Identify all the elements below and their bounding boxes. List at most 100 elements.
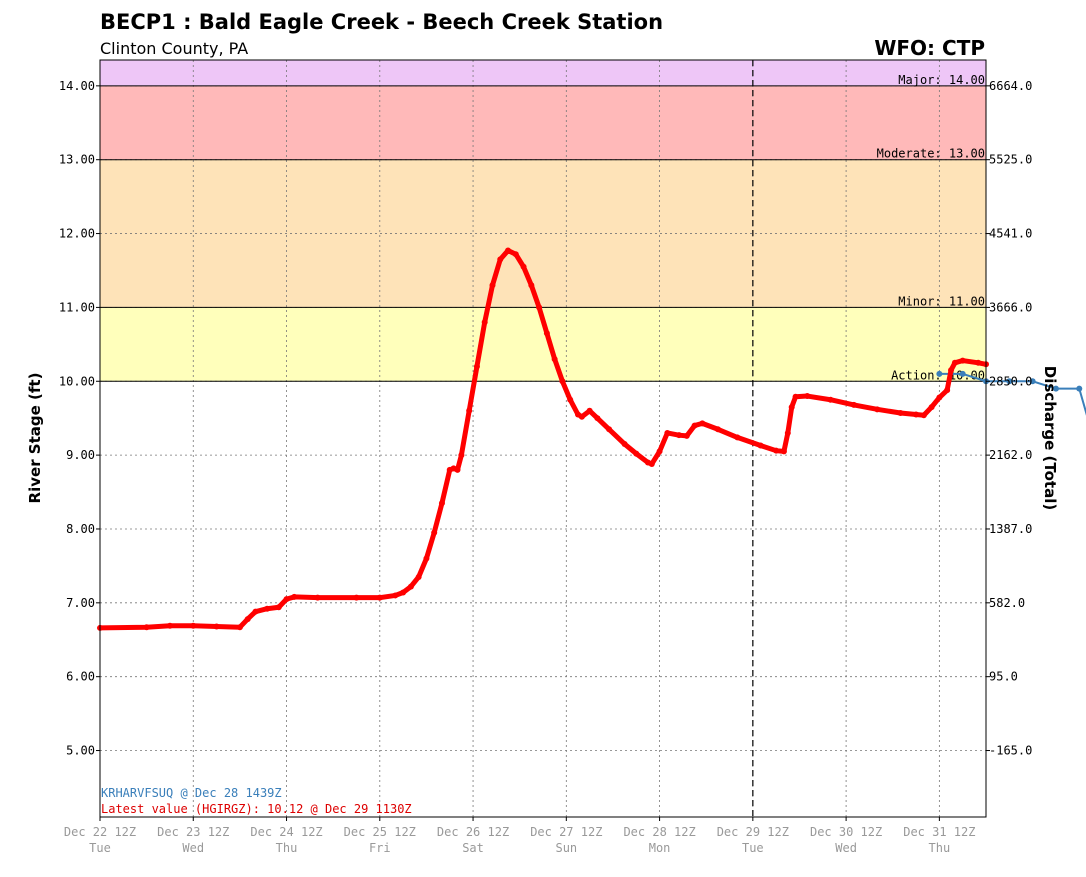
observed-point xyxy=(827,396,834,403)
y2-tick-label: -165.0 xyxy=(989,744,1032,758)
observed-point xyxy=(275,604,282,611)
observed-point xyxy=(948,367,955,374)
observed-point xyxy=(714,426,721,433)
forecast-issued-label: KRHARVFSUQ @ Dec 28 1439Z xyxy=(101,786,282,800)
observed-point xyxy=(520,263,527,270)
y2-tick-label: 3666.0 xyxy=(989,300,1032,314)
forecast-point xyxy=(1006,378,1013,385)
observed-point xyxy=(648,460,655,467)
y2-tick-label: 95.0 xyxy=(989,670,1018,684)
observed-point xyxy=(252,608,259,615)
observed-point xyxy=(951,359,958,366)
observed-point xyxy=(975,359,982,366)
x-tick-day: Tue xyxy=(742,841,764,855)
observed-point xyxy=(283,596,290,603)
observed-point xyxy=(578,413,585,420)
y2-tick-label: 5525.0 xyxy=(989,153,1032,167)
x-tick-date: Dec 28 12Z xyxy=(623,825,695,839)
x-tick-day: Mon xyxy=(649,841,671,855)
chart-subtitle: Clinton County, PA xyxy=(100,39,249,58)
y2-tick-label: 2162.0 xyxy=(989,448,1032,462)
observed-point xyxy=(400,589,407,596)
observed-point xyxy=(536,304,543,311)
observed-point xyxy=(407,583,414,590)
x-tick-day: Wed xyxy=(182,841,204,855)
observed-point xyxy=(691,422,698,429)
observed-point xyxy=(458,452,465,459)
band-minor xyxy=(100,159,986,308)
observed-point xyxy=(376,594,383,601)
observed-point xyxy=(874,406,881,413)
observed-point xyxy=(734,434,741,441)
observed-point xyxy=(788,404,795,411)
x-tick-day: Sat xyxy=(462,841,484,855)
observed-point xyxy=(959,357,966,364)
forecast-point xyxy=(1029,378,1036,385)
y-tick-label: 14.00 xyxy=(59,79,95,93)
observed-point xyxy=(497,256,504,263)
x-axis-ticks: Dec 22 12Z Tue Dec 23 12Z Wed Dec 24 12Z Thu D… xyxy=(64,817,975,855)
observed-point xyxy=(264,605,271,612)
y-tick-label: 6.00 xyxy=(66,670,95,684)
observed-point xyxy=(415,573,422,580)
threshold-label-minor: Minor: 11.00 xyxy=(898,294,985,308)
y-axis-label: River Stage (ft) xyxy=(26,373,44,504)
threshold-label-moderate: Moderate: 13.00 xyxy=(877,147,985,161)
x-tick-day: Sun xyxy=(555,841,577,855)
forecast-point xyxy=(1076,385,1083,392)
y2-tick-label: 6664.0 xyxy=(989,79,1032,93)
y2-tick-label: 582.0 xyxy=(989,596,1025,610)
observed-point xyxy=(586,407,593,414)
observed-point xyxy=(936,394,943,401)
x-tick-day: Thu xyxy=(276,841,298,855)
band-moderate xyxy=(100,85,986,160)
y-tick-label: 12.00 xyxy=(59,227,95,241)
observed-point xyxy=(773,447,780,454)
observed-point xyxy=(512,251,519,258)
y-tick-label: 8.00 xyxy=(66,522,95,536)
x-tick-date: Dec 25 12Z xyxy=(344,825,416,839)
observed-point xyxy=(473,363,480,370)
observed-point xyxy=(481,319,488,326)
flood-category-bands xyxy=(100,60,986,382)
observed-point xyxy=(392,592,399,599)
y-tick-label: 7.00 xyxy=(66,596,95,610)
x-tick-date: Dec 23 12Z xyxy=(157,825,229,839)
observed-point xyxy=(757,442,764,449)
y-tick-label: 9.00 xyxy=(66,448,95,462)
y2-tick-label: 4541.0 xyxy=(989,227,1032,241)
y2-tick-label: 1387.0 xyxy=(989,522,1032,536)
observed-point xyxy=(314,594,321,601)
observed-point xyxy=(438,500,445,507)
y2-tick-label: 2850.0 xyxy=(989,374,1032,388)
observed-point xyxy=(594,415,601,422)
y-tick-label: 5.00 xyxy=(66,744,95,758)
forecast-series xyxy=(936,370,1086,416)
observed-point xyxy=(166,622,173,629)
observed-point xyxy=(236,624,243,631)
plot-frame xyxy=(99,59,987,818)
y2-axis-label: Discharge (Total) xyxy=(1041,366,1059,510)
forecast-point xyxy=(936,370,943,377)
x-tick-date: Dec 24 12Z xyxy=(250,825,322,839)
x-tick-day: Thu xyxy=(929,841,951,855)
chart-title: BECP1 : Bald Eagle Creek - Beech Creek S… xyxy=(100,10,664,34)
observed-series xyxy=(97,247,989,631)
observed-point xyxy=(213,623,220,630)
observed-point xyxy=(606,426,613,433)
observed-point xyxy=(928,404,935,411)
observed-point xyxy=(551,356,558,363)
y-tick-label: 11.00 xyxy=(59,300,95,314)
observed-point xyxy=(792,393,799,400)
observed-point xyxy=(850,401,857,408)
observed-point xyxy=(353,594,360,601)
x-tick-date: Dec 22 12Z xyxy=(64,825,136,839)
forecast-point xyxy=(959,370,966,377)
latest-value-label: Latest value (HGIRGZ): 10.12 @ Dec 29 11… xyxy=(101,802,412,816)
observed-point xyxy=(633,450,640,457)
observed-point xyxy=(431,529,438,536)
forecast-line xyxy=(939,372,1086,416)
y-axis-ticks: 5.00 6.00 7.00 8.00 9.00 10.00 11.00 12.00 13.00… xyxy=(59,79,100,758)
observed-point xyxy=(683,432,690,439)
